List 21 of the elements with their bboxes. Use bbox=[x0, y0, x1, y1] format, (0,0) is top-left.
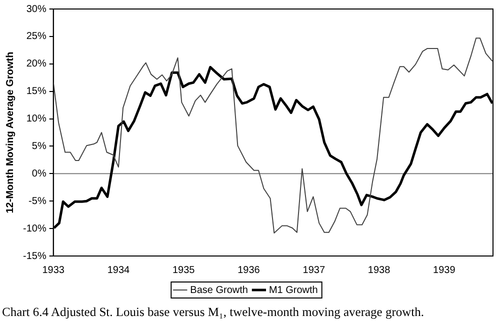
caption: Chart 6.4 Adjusted St. Louis base versus M₁, twelve-month moving average growth. bbox=[1, 305, 426, 320]
legend-label: Base Growth bbox=[190, 284, 248, 296]
x-tick-label: 1937 bbox=[302, 264, 326, 276]
y-tick-label: 25% bbox=[26, 31, 46, 42]
y-tick-label: 0% bbox=[32, 168, 46, 180]
y-tick-label: -15% bbox=[22, 250, 46, 262]
y-tick-label: 5% bbox=[32, 140, 46, 152]
y-axis-title: 12-Month Moving Average Growth bbox=[4, 52, 16, 214]
x-tick-label: 1938 bbox=[368, 264, 391, 276]
x-tick-label: 1939 bbox=[433, 264, 456, 276]
x-tick-label: 1933 bbox=[42, 264, 65, 276]
y-tick-label: -10% bbox=[22, 223, 46, 234]
y-tick-label: 15% bbox=[26, 86, 46, 98]
y-tick-label: 20% bbox=[26, 58, 46, 70]
y-tick-label: 10% bbox=[26, 114, 46, 125]
x-tick-label: 1936 bbox=[238, 264, 260, 276]
y-tick-label: 30% bbox=[26, 4, 46, 15]
legend-label: M1 Growth bbox=[268, 284, 318, 296]
x-tick-label: 1934 bbox=[107, 264, 130, 276]
x-tick-label: 1935 bbox=[172, 264, 196, 276]
y-tick-label: -5% bbox=[28, 196, 46, 207]
